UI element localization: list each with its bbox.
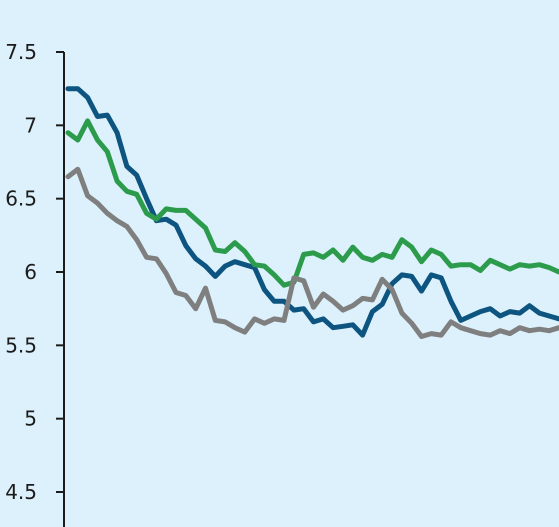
y-tick-label: 5.5 <box>5 333 37 357</box>
y-tick-label: 7 <box>24 113 37 137</box>
y-tick-label: 6.5 <box>5 187 37 211</box>
y-tick-label: 4.5 <box>5 480 37 504</box>
series-layer <box>65 86 559 339</box>
y-axis: 7.5 7 6.5 6 5.5 5 4.5 <box>5 40 65 527</box>
y-tick-label: 5 <box>24 407 37 431</box>
y-tick-label: 7.5 <box>5 40 37 64</box>
series-line-1 <box>65 86 559 338</box>
series-line-2 <box>65 118 559 288</box>
series-line-3 <box>65 166 559 339</box>
y-tick-label: 6 <box>24 260 37 284</box>
